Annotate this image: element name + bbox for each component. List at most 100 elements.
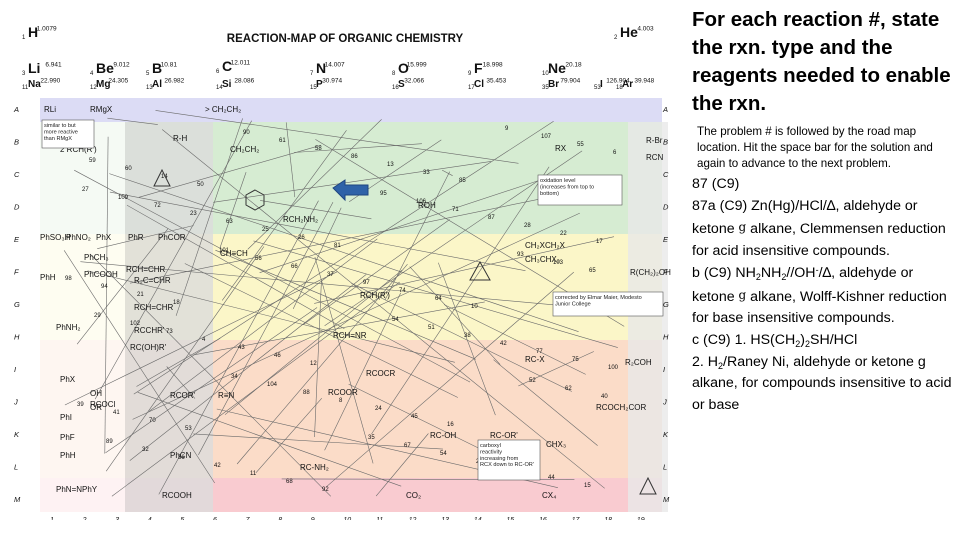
compound: PhNH₂ xyxy=(56,323,80,332)
route-line xyxy=(133,121,554,395)
note-boxes: similar to but more reactive than RMgX oxid… xyxy=(41,119,664,481)
element-symbol: Be xyxy=(96,60,114,76)
route-number: 4 xyxy=(202,337,206,343)
row-label: I xyxy=(14,365,16,374)
row-label-right: J xyxy=(662,398,667,407)
route-line xyxy=(137,392,402,487)
route-line xyxy=(107,117,158,125)
row-label-right: E xyxy=(663,235,669,244)
element-number: 4 xyxy=(90,71,94,77)
element-Ne: 10 Ne 20.18 xyxy=(542,60,582,77)
route-number: 107 xyxy=(541,134,552,140)
column-label: 14 xyxy=(474,517,482,520)
compound: RC-OR' xyxy=(490,431,518,440)
route-number: 59 xyxy=(89,158,96,164)
element-symbol: Br xyxy=(548,79,559,90)
note-line: corrected by Elmar Maier, Modesto xyxy=(555,295,642,301)
route-number: 65 xyxy=(589,268,596,274)
element-mass: 6.941 xyxy=(45,62,62,69)
element-symbol: Ar xyxy=(622,79,633,90)
route-line xyxy=(325,271,574,488)
route-line xyxy=(293,143,422,153)
column-label: 2 xyxy=(82,517,87,520)
route-number: 32 xyxy=(142,447,149,453)
note-text: oxidation level (increases from top to bot… xyxy=(540,178,594,197)
route-line xyxy=(375,433,429,497)
column-label: 6 xyxy=(213,517,217,520)
route-number: 56 xyxy=(255,256,262,262)
route-number: 6 xyxy=(613,150,617,156)
note-line: increasing from xyxy=(480,456,519,462)
row-label: F xyxy=(14,268,19,277)
route-number: 97 xyxy=(363,280,370,286)
route-line xyxy=(351,282,572,392)
route-line xyxy=(371,166,550,435)
element-mass: 32.066 xyxy=(404,78,424,85)
cyclopropane-icon xyxy=(153,168,171,187)
compound: RLi xyxy=(44,105,56,114)
route-number: 89 xyxy=(106,439,113,445)
element-symbol: B xyxy=(152,60,162,76)
route-line xyxy=(303,219,450,325)
periodic-table-strip: 1 H1.0079 2 He 4.003 3 Li 6.941 4 Be 9.012 5 B10.81 6… xyxy=(22,24,655,91)
element-number: 35 xyxy=(542,85,549,91)
compound: OH xyxy=(90,389,102,398)
route-number: 52 xyxy=(529,378,536,384)
element-S: 16 S 32.066 xyxy=(392,78,424,92)
route-number: 37 xyxy=(327,272,334,278)
route-number: 45 xyxy=(411,414,418,420)
oxidation-level-bands xyxy=(40,98,668,512)
compound: RC-NH₂ xyxy=(300,463,329,472)
column-label: 1 xyxy=(50,517,54,520)
route-number: 77 xyxy=(536,349,543,355)
route-line xyxy=(109,191,526,271)
compound: PhCOR xyxy=(158,233,186,242)
instructions: The problem # is followed by the road ma… xyxy=(697,125,933,170)
note-box: similar to but more reactive than RMgX xyxy=(41,119,95,149)
route-number: 46 xyxy=(274,353,281,359)
route-number: 98 xyxy=(65,276,72,282)
element-symbol: Al xyxy=(152,79,162,90)
route-line xyxy=(132,212,580,420)
note-frame xyxy=(41,119,95,149)
row-label: B xyxy=(14,138,19,147)
compound: CH₂XCH₂X xyxy=(525,241,566,250)
element-number: 16 xyxy=(392,85,399,91)
compound: PhH xyxy=(60,451,76,460)
note-box: oxidation level (increases from top to bot… xyxy=(537,174,623,206)
column-label: 17 xyxy=(572,517,581,520)
row-label: L xyxy=(14,463,18,472)
route-number: 55 xyxy=(577,142,584,148)
compound: 2 RCH(R') xyxy=(60,145,97,154)
route-number: 27 xyxy=(82,187,89,193)
element-H: 1 H1.0079 xyxy=(22,24,57,41)
route-number: 71 xyxy=(452,207,459,213)
route-number: 60 xyxy=(125,166,132,172)
benzene-ring-icon xyxy=(245,189,265,211)
element-Al: 13 Al 26.982 xyxy=(146,78,185,92)
route-line xyxy=(324,292,401,451)
element-number: 17 xyxy=(468,85,475,91)
element-Ar: 18 Ar 39.948 xyxy=(616,78,655,92)
route-number: 9 xyxy=(505,126,509,132)
route-line xyxy=(198,201,334,455)
column-label: 9 xyxy=(311,517,315,520)
note-text: corrected by Elmar Maier, Modesto Junior … xyxy=(555,295,642,307)
route-line xyxy=(314,257,374,464)
column-label: 4 xyxy=(148,517,152,520)
route-number: 94 xyxy=(101,284,108,290)
compound: CH₂CH₂ xyxy=(230,145,259,154)
compound: CHX₃ xyxy=(546,440,566,449)
answer-b: b (C9) NH2NH2//OH-/∆, aldehyde or ketone… xyxy=(692,264,947,327)
note-line: oxidation level xyxy=(540,178,575,184)
column-label: 19 xyxy=(637,517,645,520)
route-number: 87 xyxy=(488,215,495,221)
route-number: 16 xyxy=(447,422,454,428)
row-label: G xyxy=(14,300,20,309)
compound: RX xyxy=(555,144,567,153)
route-line xyxy=(129,183,615,284)
route-number: 66 xyxy=(291,264,298,270)
column-label: 8 xyxy=(278,517,282,520)
route-numbers: 3508110100539285171812161514266475706833… xyxy=(60,121,619,493)
